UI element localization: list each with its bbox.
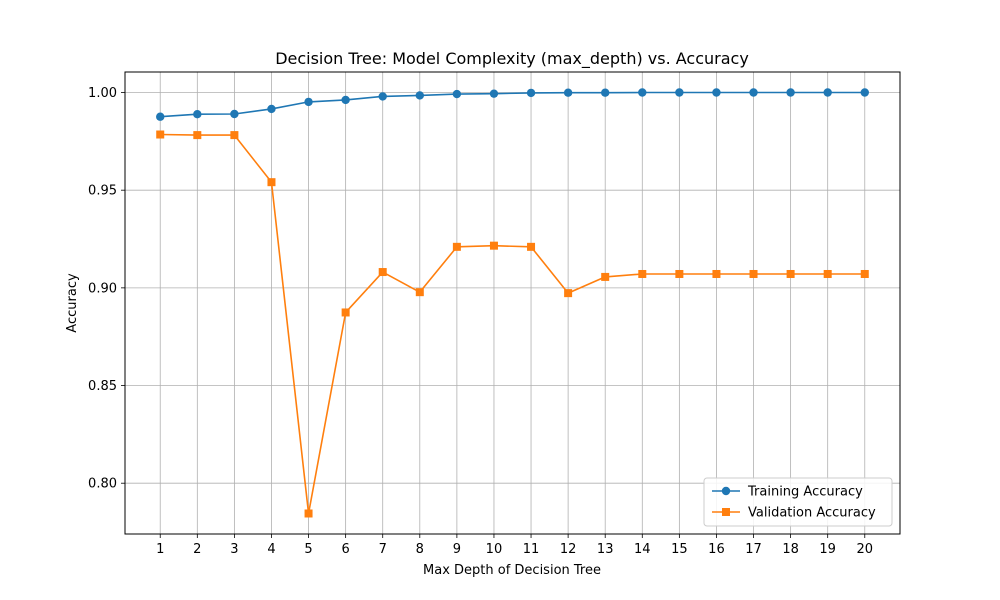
x-tick-label: 19 [819,542,836,557]
data-point [563,88,573,97]
data-point [675,269,684,278]
data-point [341,308,350,317]
data-point [378,92,387,101]
x-tick-label: 11 [523,542,540,557]
data-point [193,131,202,140]
chart-title: Decision Tree: Model Complexity (max_dep… [275,49,749,69]
y-tick-label: 0.95 [88,184,117,199]
data-point [415,288,424,297]
data-point [452,89,462,99]
data-point [749,88,758,97]
data-point [712,88,721,97]
data-point [304,509,313,518]
data-point [415,91,424,100]
data-point [749,269,758,278]
legend-label: Training Accuracy [747,485,863,500]
data-point [601,272,610,281]
x-tick-label: 12 [560,542,577,557]
data-point [378,268,387,277]
x-axis-title: Max Depth of Decision Tree [423,563,601,578]
x-tick-label: 4 [267,542,275,557]
data-point [304,97,313,107]
data-point [823,88,832,97]
data-point [489,241,498,250]
legend-item: Validation Accuracy [712,506,876,521]
data-point [341,95,350,105]
legend: Training Accuracy Validation Accuracy [703,477,893,527]
data-point [526,88,536,98]
x-tick-label: 13 [597,542,614,557]
ticks: 1 2 3 4 5 6 7 8 9 10 11 12 13 14 15 16 17 18 19 200.800.850… [88,86,873,557]
data-point [156,112,165,121]
series-layer [156,88,869,518]
data-point [564,289,573,298]
y-tick-label: 0.80 [88,477,117,492]
x-tick-label: 1 [156,542,164,557]
legend-label: Validation Accuracy [748,506,876,521]
x-tick-label: 9 [453,542,461,557]
data-point [230,109,239,119]
data-point [638,269,647,278]
x-tick-label: 2 [193,542,201,557]
x-tick-label: 7 [379,542,387,557]
data-point [786,269,795,278]
x-tick-label: 20 [856,542,873,557]
data-point [638,88,647,97]
x-tick-label: 14 [634,542,651,557]
data-point [786,88,795,97]
grid [125,72,900,534]
data-point [823,269,832,278]
x-tick-label: 8 [416,542,424,557]
y-tick-label: 0.90 [88,281,117,296]
legend-item: Training Accuracy [712,485,863,500]
legend-marker [721,486,731,496]
series-line [160,91,865,118]
data-point [452,242,461,251]
y-tick-label: 1.00 [88,86,117,101]
x-tick-label: 17 [745,542,762,557]
x-tick-label: 6 [341,542,349,557]
data-point [712,269,721,278]
data-point [193,109,202,119]
legend-box [703,477,893,527]
data-point [601,88,610,97]
series-1 [156,88,869,121]
x-tick-label: 10 [486,542,503,557]
x-tick-label: 18 [782,542,799,557]
data-point [489,89,499,98]
x-tick-label: 16 [708,542,725,557]
x-tick-label: 3 [230,542,238,557]
x-tick-label: 5 [304,542,312,557]
data-point [230,131,239,140]
y-tick-label: 0.85 [88,379,117,394]
series-line [160,133,865,515]
data-point [267,104,276,114]
data-point [860,269,869,278]
legend-marker [722,508,730,516]
y-axis-title: Accuracy [65,273,80,333]
plot-frame [124,71,901,535]
x-tick-label: 15 [671,542,688,557]
series-2 [156,130,869,518]
data-point [527,242,536,251]
data-point [267,178,276,187]
data-point [156,130,165,139]
data-point [675,88,684,97]
data-point [860,88,869,97]
